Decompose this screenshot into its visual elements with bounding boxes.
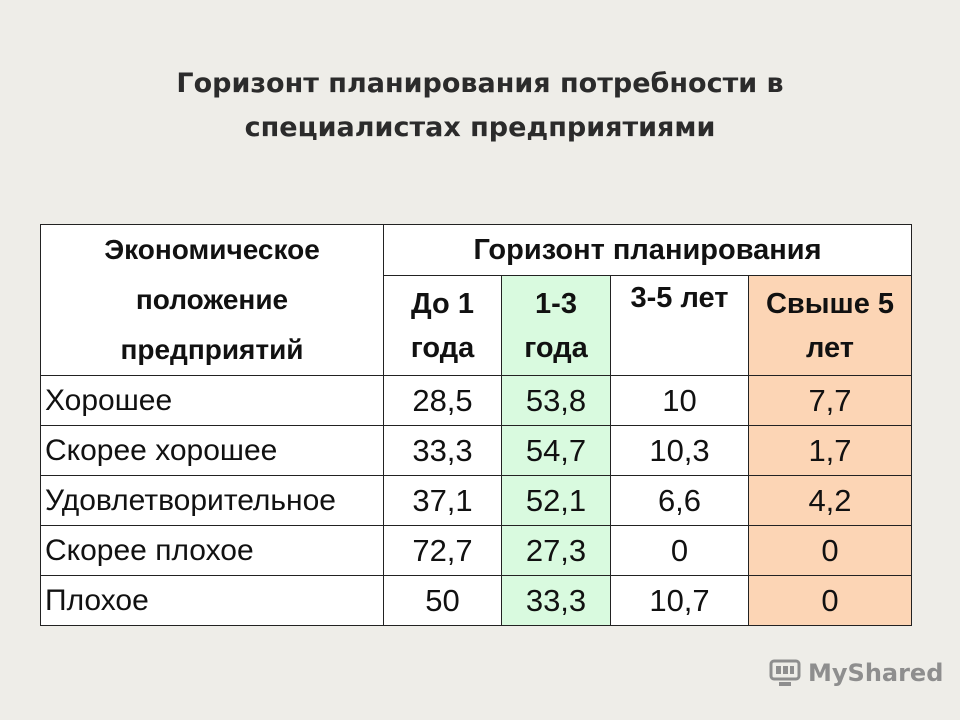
table-cell: 37,1 bbox=[383, 475, 502, 526]
group-header: Горизонт планирования bbox=[383, 224, 912, 276]
corner-header: Экономическое положение предприятий bbox=[40, 224, 384, 376]
table-row: Хорошее 28,5 53,8 10 7,7 bbox=[40, 375, 912, 426]
table-row: Плохое 50 33,3 10,7 0 bbox=[40, 575, 912, 626]
table-cell: 72,7 bbox=[383, 525, 502, 576]
column-header: 3-5 лет bbox=[610, 275, 749, 376]
table-cell: 6,6 bbox=[610, 475, 749, 526]
table-cell: 1,7 bbox=[748, 425, 912, 476]
table-row: Скорее плохое 72,7 27,3 0 0 bbox=[40, 525, 912, 576]
watermark-text: MyShared bbox=[808, 659, 944, 687]
title-line-1: Горизонт планирования потребности в bbox=[176, 68, 784, 99]
row-label: Плохое bbox=[40, 575, 384, 626]
page-title: Горизонт планирования потребности в спец… bbox=[0, 62, 960, 150]
table-row: Удовлетворительное 37,1 52,1 6,6 4,2 bbox=[40, 475, 912, 526]
title-line-2: специалистах предприятиями bbox=[244, 112, 716, 143]
watermark: MyShared bbox=[768, 656, 943, 690]
table-cell: 10 bbox=[610, 375, 749, 426]
table-cell: 7,7 bbox=[748, 375, 912, 426]
row-label: Хорошее bbox=[40, 375, 384, 426]
table-cell: 50 bbox=[383, 575, 502, 626]
table-cell: 27,3 bbox=[501, 525, 611, 576]
table-cell: 53,8 bbox=[501, 375, 611, 426]
column-header: 1-3 года bbox=[501, 275, 611, 376]
table-cell: 10,3 bbox=[610, 425, 749, 476]
table-cell: 0 bbox=[610, 525, 749, 576]
table-cell: 33,3 bbox=[501, 575, 611, 626]
myshared-logo-icon bbox=[768, 656, 802, 690]
table-cell: 54,7 bbox=[501, 425, 611, 476]
table-cell: 33,3 bbox=[383, 425, 502, 476]
table-row: Скорее хорошее 33,3 54,7 10,3 1,7 bbox=[40, 425, 912, 476]
row-label: Удовлетворительное bbox=[40, 475, 384, 526]
row-label: Скорее хорошее bbox=[40, 425, 384, 476]
table-cell: 0 bbox=[748, 525, 912, 576]
table-cell: 10,7 bbox=[610, 575, 749, 626]
table-cell: 0 bbox=[748, 575, 912, 626]
row-label: Скорее плохое bbox=[40, 525, 384, 576]
column-header: Свыше 5 лет bbox=[748, 275, 912, 376]
table-cell: 28,5 bbox=[383, 375, 502, 426]
table-cell: 4,2 bbox=[748, 475, 912, 526]
table-cell: 52,1 bbox=[501, 475, 611, 526]
planning-horizon-table: Экономическое положение предприятий Гори… bbox=[40, 224, 912, 626]
column-header: До 1 года bbox=[383, 275, 502, 376]
